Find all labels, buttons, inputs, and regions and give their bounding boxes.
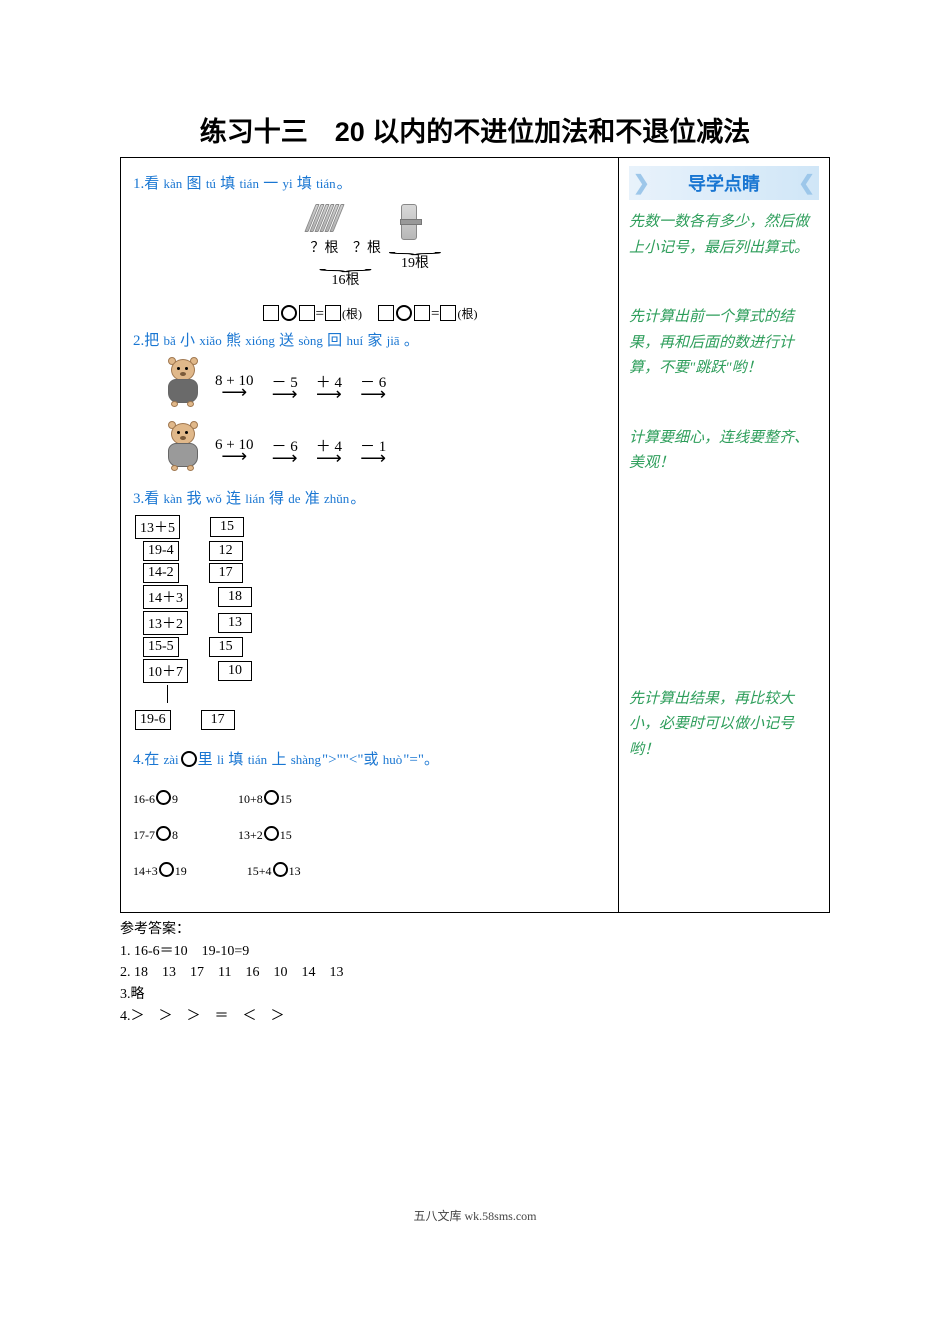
bear-icon: [163, 359, 203, 409]
worksheet-box: 1.看 kàn 图 tú 填 tián 一 yi 填 tián。 ？根 ？根 ⏟…: [120, 157, 830, 913]
q2-prompt: 2.把 bǎ 小 xiǎo 熊 xióng 送 sòng 回 huí 家 jiā…: [133, 329, 606, 353]
answer-line: 3.略: [120, 984, 830, 1006]
page-footer: 五八文库 wk.58sms.com: [120, 1207, 830, 1224]
answer-line: 2. 18 13 17 11 16 10 14 13: [120, 962, 830, 984]
q1-left-count: 16根: [332, 273, 360, 288]
tip-text: 先计算出结果，再比较大小，必要时可以做小记号哟！: [629, 687, 819, 764]
tip-text: 先数一数各有多少，然后做上小记号，最后列出算式。: [629, 210, 819, 261]
answers-title: 参考答案：: [120, 919, 830, 941]
loose-sticks: [310, 204, 339, 232]
q4-comparisons: 16-69 10+815 17-78 13+215 14+319 15+413: [133, 790, 606, 880]
bear-icon: [163, 423, 203, 473]
answers-block: 参考答案： 1. 16-6＝10 19-10=9 2. 18 13 17 11 …: [120, 919, 830, 1027]
q4-prompt: 4.在 zài里 li 填 tián 上 shàng">""<"或 huò"="…: [133, 748, 606, 772]
stick-bundle: [401, 204, 417, 240]
tip-text: 先计算出前一个算式的结果，再和后面的数进行计算，不要"跳跃"哟！: [629, 305, 819, 382]
q1-unknown-left: ？根: [310, 237, 339, 257]
q1-figure: ？根 ？根 ⏟16根 ⏟19根: [133, 204, 606, 289]
tip-text: 计算要细心，连线要整齐、美观！: [629, 426, 819, 477]
answer-line: 1. 16-6＝10 19-10=9: [120, 941, 830, 963]
q3-prompt: 3.看 kàn 我 wǒ 连 lián 得 de 准 zhǔn。: [133, 487, 606, 511]
tips-header: ❯ 导学点睛 ❮: [629, 166, 819, 200]
questions-column: 1.看 kàn 图 tú 填 tián 一 yi 填 tián。 ？根 ？根 ⏟…: [121, 158, 619, 912]
chevron-right-icon: ❯: [633, 171, 650, 196]
q2-chain-2: 6 + 10⟶ － 6⟶ ＋ 4⟶ － 1⟶: [163, 423, 606, 473]
tips-column: ❯ 导学点睛 ❮ 先数一数各有多少，然后做上小记号，最后列出算式。 先计算出前一…: [619, 158, 829, 912]
answer-line: 4.＞ ＞ ＞ ＝ ＜ ＞: [120, 1006, 830, 1028]
page-title: 练习十三 20 以内的不进位加法和不退位减法: [120, 110, 830, 149]
chevron-left-icon: ❮: [798, 171, 815, 196]
q2-chain-1: 8 + 10⟶ － 5⟶ ＋ 4⟶ － 6⟶: [163, 359, 606, 409]
match-line: [167, 685, 168, 703]
q1-equation-blanks: =(根) =(根): [133, 305, 606, 323]
q1-prompt: 1.看 kàn 图 tú 填 tián 一 yi 填 tián。: [133, 172, 606, 196]
q3-matching: 13＋515 19-412 14-217 14＋318 13＋213 15-51…: [135, 515, 606, 730]
